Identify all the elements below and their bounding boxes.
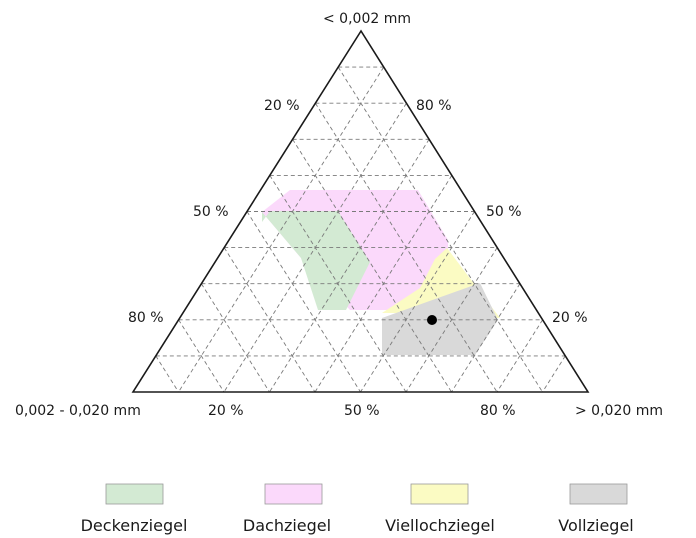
legend-swatch-deckenziegel [105,483,164,505]
sample-point [427,315,437,325]
grid-line-left [292,139,452,393]
region-deckenziegel [262,211,370,310]
left-tick-50: 50 % [193,204,229,220]
grid-line-right [451,283,521,393]
grid-line-left [246,211,361,393]
bottom-tick-20: 20 % [208,403,244,419]
grid-line-right [178,66,385,393]
grid-line-left [337,66,543,393]
grid-line-right [269,139,430,393]
triangle-frame [131,29,590,393]
legend-swatch-viellochziegel [410,483,469,505]
legend-label-dachziegel: Dachziegel [243,516,331,535]
legend-label-viellochziegel: Viellochziegel [385,516,495,535]
grid-line-left [201,283,270,393]
corner-label-right: > 0,020 mm [575,403,663,419]
left-tick-20: 20 % [264,98,300,114]
right-tick-80: 80 % [416,98,452,114]
region-vollziegel [382,283,498,355]
grid-line-right [542,355,566,393]
legend: Deckenziegel Dachziegel Viellochziegel V… [81,483,634,535]
legend-label-deckenziegel: Deckenziegel [81,516,188,535]
grid-lines [155,66,566,393]
grid-line-left [155,355,179,393]
legend-swatch-dachziegel [264,483,323,505]
legend-label-vollziegel: Vollziegel [558,516,634,535]
corner-label-top: < 0,002 mm [323,11,411,27]
grid-line-right [360,211,475,393]
bottom-tick-80: 80 % [480,403,516,419]
corner-label-left: 0,002 - 0,020 mm [15,403,141,419]
right-tick-20: 20 % [552,310,588,326]
bottom-tick-50: 50 % [344,403,380,419]
grid-line-right [223,102,407,393]
left-tick-80: 80 % [128,310,164,326]
grid-line-left [315,102,498,393]
regions-layer [262,190,500,355]
right-tick-50: 50 % [486,204,522,220]
legend-swatch-vollziegel [569,483,628,505]
